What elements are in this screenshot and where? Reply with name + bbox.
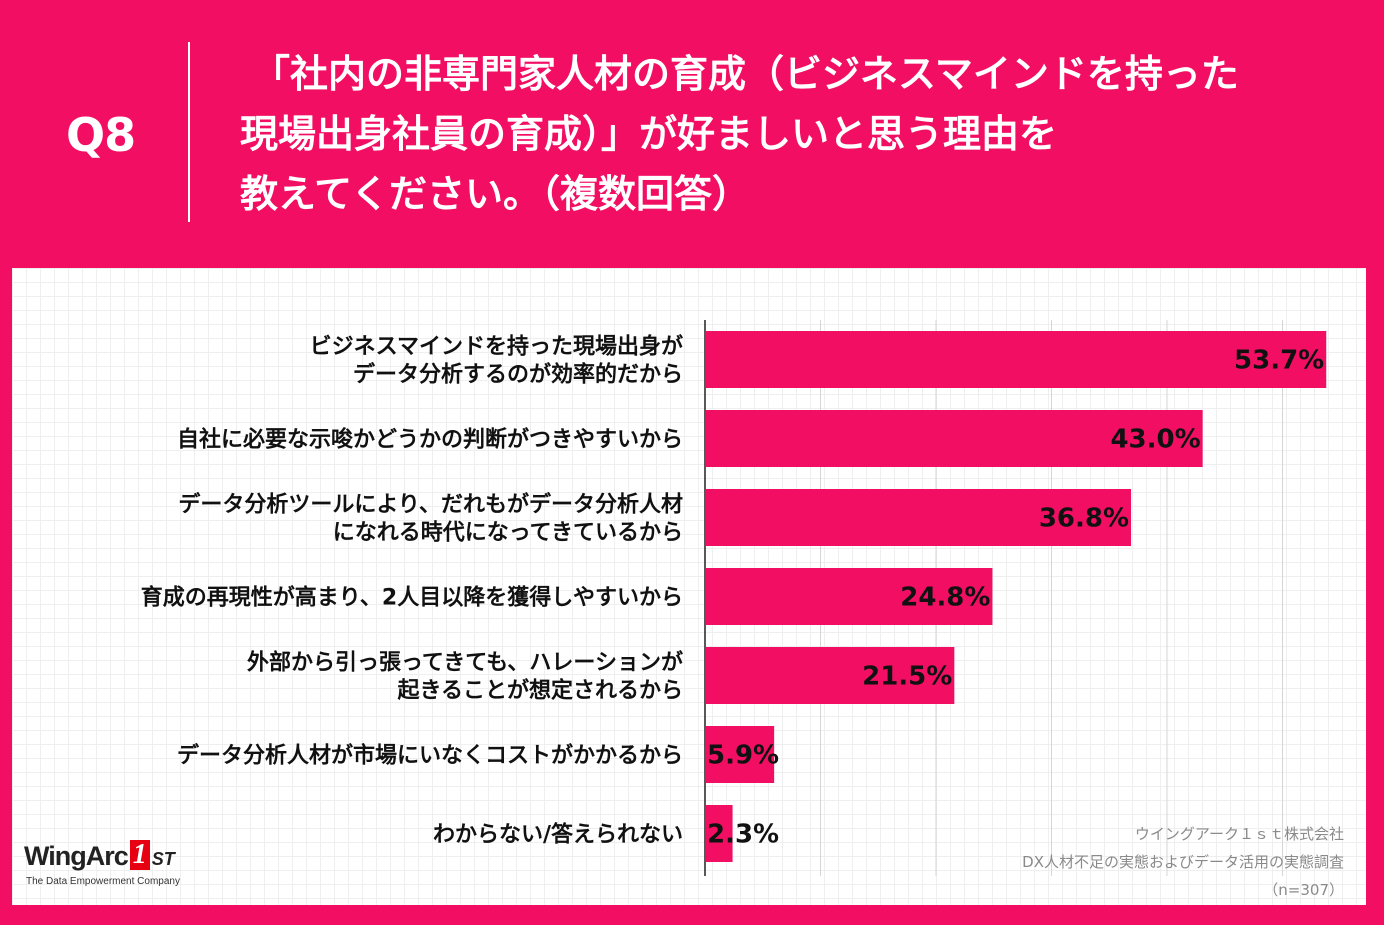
category-label: データ分析人材が市場にいなくコストがかかるから: [177, 743, 683, 769]
header-divider: [188, 42, 190, 222]
chart-panel: 53.7% ビジネスマインドを持った現場出身が データ分析するのが効率的だから 43.…: [12, 268, 1366, 905]
bar: [706, 489, 1132, 546]
question-title-line-2: 現場出身社員の育成）」が好ましいと思う理由を: [240, 112, 1058, 156]
category-label: ビジネスマインドを持った現場出身が: [310, 334, 683, 360]
category-label: わからない/答えられない: [433, 822, 683, 848]
bar: [706, 331, 1327, 388]
source-note: ウイングアーク１ｓｔ株式会社 DX人材不足の実態およびデータ活用の実態調査 （n…: [1022, 820, 1344, 904]
category-label: 起きることが想定されるから: [396, 678, 683, 704]
category-label: 育成の再現性が高まり、2人目以降を獲得しやすいから: [141, 585, 683, 611]
question-number: Q8: [66, 108, 136, 162]
source-sample: （n=307）: [1263, 881, 1344, 899]
bar: [706, 726, 775, 783]
logo-name: WingArc: [24, 841, 129, 871]
category-label: データ分析ツールにより、だれもがデータ分析人材: [178, 492, 683, 518]
data-label: 43.0%: [1110, 425, 1200, 455]
data-label: 53.7%: [1234, 346, 1324, 376]
category-label: 自社に必要な示唆かどうかの判断がつきやすいから: [177, 427, 683, 453]
category-label: データ分析するのが効率的だから: [353, 362, 683, 388]
data-label: 5.9%: [707, 741, 779, 771]
bar: [706, 647, 955, 704]
question-title: 「社内の非専門家人材の育成（ビジネスマインドを持った 現場出身社員の育成）」が好…: [240, 44, 1360, 224]
wingarc-logo: WingArc 1 ST The Data Empowerment Company: [24, 840, 180, 888]
logo-mark: 1: [129, 840, 150, 870]
category-label: 外部から引っ張ってきても、ハレーションが: [247, 650, 683, 676]
data-label: 21.5%: [862, 662, 952, 692]
question-title-line-3: 教えてください。（複数回答）: [240, 172, 750, 216]
bar: [706, 410, 1203, 467]
logo-suffix: ST: [151, 849, 175, 869]
bar: [706, 568, 993, 625]
source-company: ウイングアーク１ｓｔ株式会社: [1134, 825, 1344, 843]
bar: [706, 805, 733, 862]
data-label: 36.8%: [1039, 504, 1129, 534]
category-label: になれる時代になってきているから: [333, 521, 683, 546]
source-survey: DX人材不足の実態およびデータ活用の実態調査: [1022, 853, 1344, 871]
logo-tagline: The Data Empowerment Company: [26, 876, 180, 887]
data-label: 2.3%: [707, 820, 779, 850]
data-label: 24.8%: [900, 583, 990, 613]
question-title-line-1: 「社内の非専門家人材の育成（ビジネスマインドを持った: [252, 52, 1239, 96]
